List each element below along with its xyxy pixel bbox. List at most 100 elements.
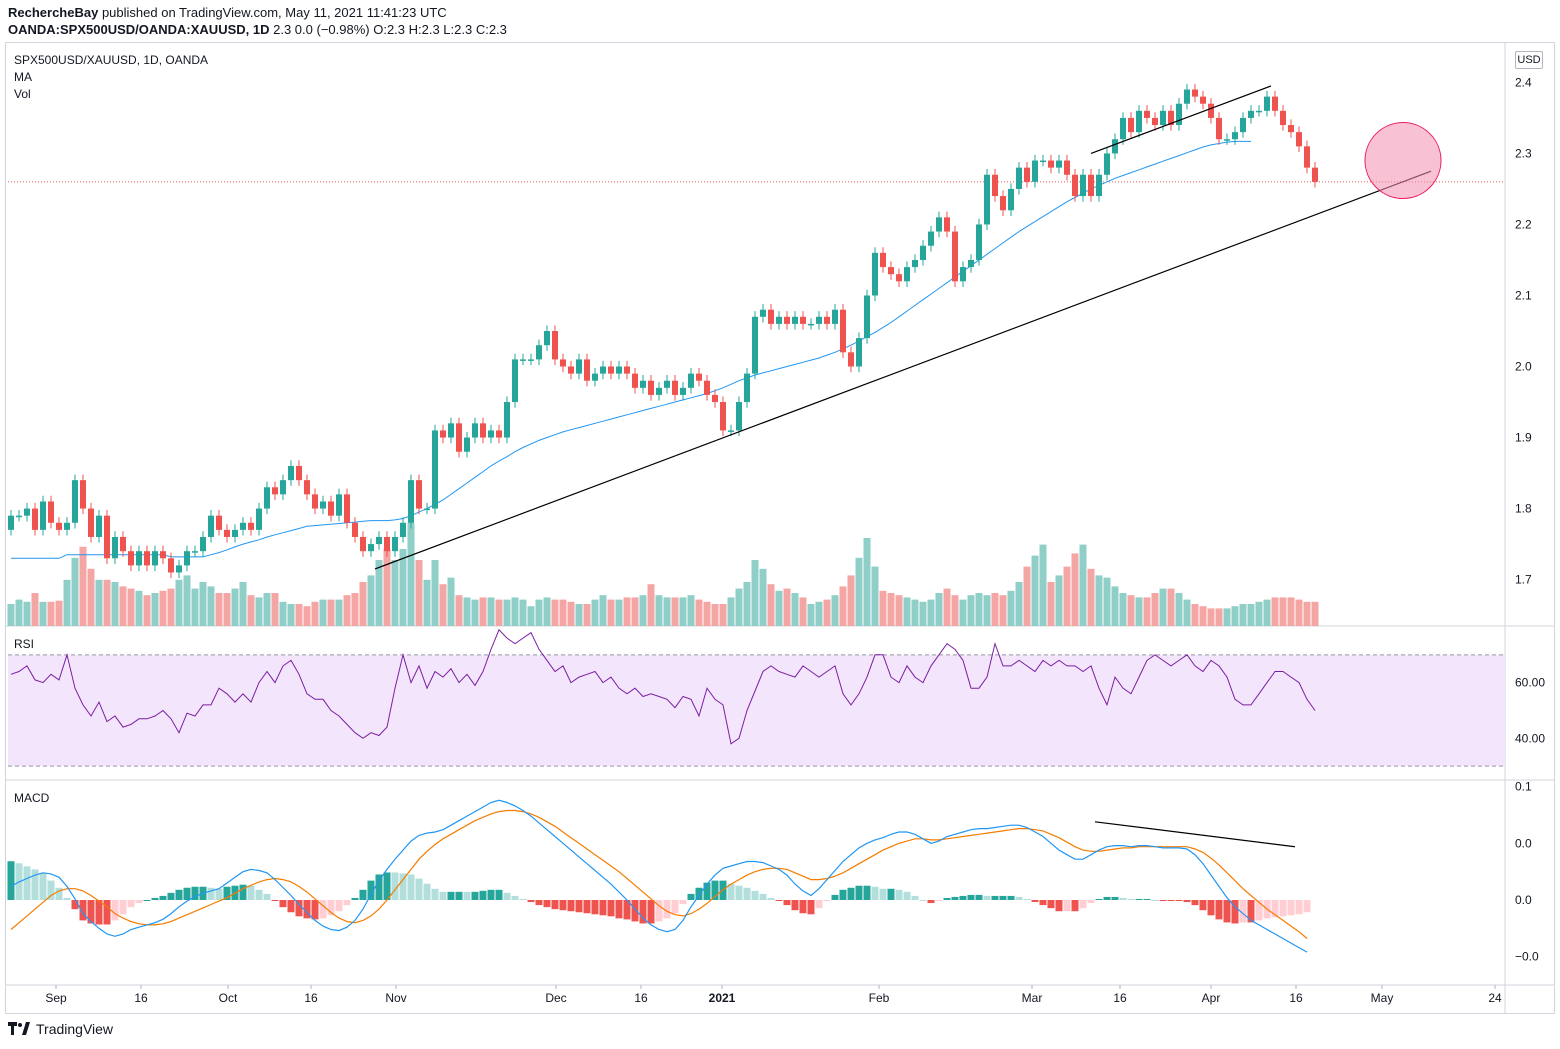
chart-frame [5,42,1555,1014]
candle-body [896,274,902,282]
volume-bar [599,595,607,626]
macd-histogram-bar [135,900,143,904]
volume-bar [1119,593,1127,626]
macd-histogram-bar [1071,900,1079,912]
macd-histogram-bar [487,889,495,900]
macd-histogram-bar [647,900,655,924]
macd-histogram-bar [679,900,687,905]
macd-histogram-bar [975,894,983,900]
macd-histogram-bar [1015,896,1023,900]
macd-histogram-bar [535,900,543,906]
volume-bar [1063,566,1071,626]
macd-histogram-bar [1143,898,1151,900]
macd-histogram-bar [1087,900,1095,904]
candle-body [648,380,654,395]
macd-histogram-bar [1007,895,1015,900]
volume-bar [743,582,751,626]
candle-body [544,331,550,346]
volume-bar [639,595,647,626]
macd-histogram-bar [919,900,927,901]
candle-body [696,373,702,381]
candle-body [112,536,118,559]
rsi-band [8,654,1505,767]
candle-body [512,359,518,403]
volume-bar [1311,601,1319,626]
candle-body [224,529,230,537]
candle-body [1288,125,1294,133]
macd-histogram-bar [655,900,663,922]
volume-bar [647,584,655,626]
volume-bar [671,597,679,626]
candle-body [360,536,366,552]
macd-histogram-bar [191,886,199,900]
footer-brand: TradingView [36,1021,114,1037]
candle-body [184,551,190,566]
candle-body [248,522,254,530]
candle-body [1128,117,1134,133]
publisher-name: RechercheBay [8,5,99,20]
candle-body [1272,96,1278,111]
macd-histogram-bar [167,892,175,900]
macd-histogram-bar [1095,898,1103,900]
macd-histogram-bar [127,900,135,908]
volume-bar [695,599,703,626]
volume-bar [119,586,127,626]
volume-bar [783,588,791,626]
volume-bar [1039,544,1047,626]
volume-bar [591,599,599,626]
candle-body [1200,96,1206,104]
volume-bar [1303,601,1311,626]
candle-body [536,345,542,360]
candle-body [760,309,766,317]
volume-bar [767,584,775,626]
macd-histogram-bar [815,900,823,909]
macd-histogram-bar [1103,896,1111,900]
candle-body [1072,174,1078,197]
volume-bar [1183,599,1191,626]
volume-bar [71,557,79,626]
volume-bar [495,599,503,626]
candle-body [344,494,350,523]
candle-body [1224,139,1230,141]
candle-body [56,522,62,530]
macd-tick-label: 0.0 [1515,893,1532,907]
candle-body [96,515,102,537]
candle-body [944,217,950,232]
volume-bar [359,582,367,626]
time-axis-label: 16 [634,991,648,1005]
macd-histogram-bar [279,900,287,908]
candle-body [1088,174,1094,197]
candle-body [128,551,134,566]
volume-bar [543,597,551,626]
macd-histogram-bar [711,880,719,900]
volume-bar [287,604,295,626]
candle-body [688,373,694,388]
candle-body [416,480,422,509]
volume-bar [807,604,815,626]
volume-bar [935,593,943,626]
volume-bar [999,595,1007,626]
macd-histogram-bar [1135,898,1143,900]
volume-bar [23,601,31,626]
candle-body [1256,110,1262,113]
macd-histogram-bar [1055,900,1063,912]
macd-histogram-bar [295,900,303,917]
volume-bar [1015,582,1023,626]
candle-body [64,522,70,530]
volume-bar [343,595,351,626]
symbol-text: OANDA:SPX500USD/OANDA:XAUUSD, 1D [8,22,270,37]
time-axis-label: 16 [134,991,148,1005]
candle-body [320,501,326,509]
candle-body [824,316,830,324]
macd-histogram-bar [1063,900,1071,912]
candle-body [1168,110,1174,126]
volume-bar [487,597,495,626]
macd-histogram-bar [7,861,15,900]
volume-bar [1023,566,1031,626]
volume-bar [887,593,895,626]
macd-histogram-bar [967,894,975,900]
currency-button[interactable]: USD [1515,51,1543,69]
volume-bar [951,595,959,626]
price-tick-label: 1.8 [1515,502,1532,516]
